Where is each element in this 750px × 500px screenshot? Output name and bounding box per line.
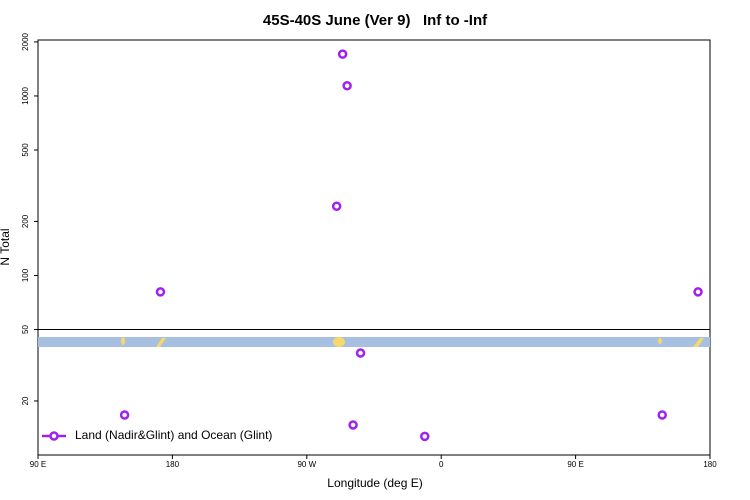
point [342,80,352,91]
x-axis-label: Longitude (deg E) [327,476,422,490]
point [348,420,358,430]
y-tick-label: 500 [21,143,30,157]
point [657,410,667,420]
map-strip [38,337,710,347]
y-axis-label: N Total [0,228,12,265]
x-tick-label: 90 W [297,460,316,469]
x-tick-label: 90 E [567,460,583,469]
point [355,348,366,358]
x-tick-label: 90 E [30,460,46,469]
x-tick-label: 180 [703,460,717,469]
point [337,49,348,59]
y-tick-label: 200 [21,214,30,228]
legend-label: Land (Nadir&Glint) and Ocean (Glint) [75,428,272,442]
x-tick-label: 0 [439,460,444,469]
point [119,410,130,420]
point [420,431,430,442]
y-tick-label: 50 [21,325,30,334]
point [155,287,166,297]
y-tick-label: 100 [21,268,30,282]
point [331,201,342,212]
y-tick-label: 20 [21,396,30,405]
plot-frame [37,39,711,456]
x-tick-label: 180 [166,460,180,469]
chart-title: 45S-40S June (Ver 9) Inf to -Inf [263,12,488,29]
point [693,287,703,297]
y-tick-label: 2000 [21,32,30,50]
legend-marker [49,431,59,441]
y-tick-label: 1000 [21,87,30,105]
